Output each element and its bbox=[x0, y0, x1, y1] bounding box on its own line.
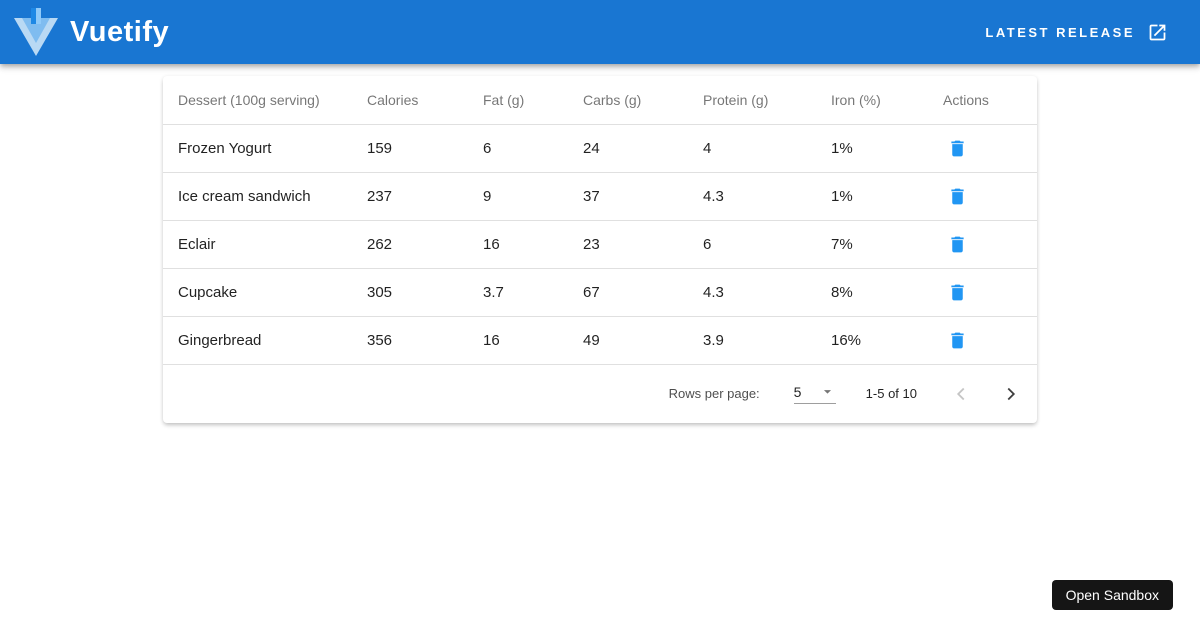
column-header: Actions bbox=[943, 76, 1037, 125]
rows-per-page-label: Rows per page: bbox=[668, 386, 760, 401]
iron-cell: 7% bbox=[831, 220, 943, 269]
column-header: Dessert (100g serving) bbox=[163, 76, 367, 125]
protein-cell: 6 bbox=[703, 220, 831, 269]
latest-release-button[interactable]: LATEST RELEASE bbox=[983, 14, 1170, 51]
delete-icon bbox=[950, 236, 964, 252]
delete-icon bbox=[950, 188, 964, 204]
app-bar: Vuetify LATEST RELEASE bbox=[0, 0, 1200, 64]
previous-page-button[interactable] bbox=[949, 382, 973, 406]
next-page-button[interactable] bbox=[999, 382, 1023, 406]
fat-cell: 16 bbox=[483, 316, 583, 365]
delete-icon bbox=[950, 332, 964, 348]
calories-cell: 356 bbox=[367, 316, 483, 365]
column-header: Calories bbox=[367, 76, 483, 125]
chevron-right-icon bbox=[1007, 387, 1016, 400]
calories-cell: 237 bbox=[367, 172, 483, 221]
iron-cell: 16% bbox=[831, 316, 943, 365]
data-table-card: Dessert (100g serving) Calories Fat (g) Car… bbox=[163, 76, 1037, 423]
iron-cell: 8% bbox=[831, 268, 943, 317]
dessert-name-cell: Frozen Yogurt bbox=[163, 124, 367, 173]
column-header: Carbs (g) bbox=[583, 76, 703, 125]
fat-cell: 9 bbox=[483, 172, 583, 221]
table-row: Cupcake 305 3.7 67 4.3 8% bbox=[163, 268, 1037, 317]
calories-cell: 262 bbox=[367, 220, 483, 269]
chevron-left-icon bbox=[956, 387, 965, 400]
actions-cell bbox=[943, 172, 1037, 221]
brand[interactable]: Vuetify bbox=[14, 8, 169, 56]
protein-cell: 4.3 bbox=[703, 172, 831, 221]
delete-icon bbox=[950, 140, 964, 156]
iron-cell: 1% bbox=[831, 124, 943, 173]
vuetify-logo bbox=[14, 8, 58, 56]
protein-cell: 4.3 bbox=[703, 268, 831, 317]
pagination-range: 1-5 of 10 bbox=[865, 386, 917, 401]
dessert-name-cell: Eclair bbox=[163, 220, 367, 269]
carbs-cell: 67 bbox=[583, 268, 703, 317]
table-body: Frozen Yogurt 159 6 24 4 1% Ice cream sa… bbox=[163, 124, 1037, 365]
delete-icon bbox=[950, 284, 964, 300]
table-row: Eclair 262 16 23 6 7% bbox=[163, 220, 1037, 269]
caret-down-icon bbox=[823, 390, 831, 394]
protein-cell: 4 bbox=[703, 124, 831, 173]
column-header: Iron (%) bbox=[831, 76, 943, 125]
calories-cell: 159 bbox=[367, 124, 483, 173]
carbs-cell: 37 bbox=[583, 172, 703, 221]
delete-button[interactable] bbox=[943, 178, 975, 214]
actions-cell bbox=[943, 268, 1037, 317]
actions-cell bbox=[943, 316, 1037, 365]
protein-cell: 3.9 bbox=[703, 316, 831, 365]
open-in-new-icon bbox=[1149, 24, 1166, 40]
carbs-cell: 24 bbox=[583, 124, 703, 173]
select-underline bbox=[793, 403, 836, 404]
dessert-name-cell: Cupcake bbox=[163, 268, 367, 317]
rows-per-page-select[interactable]: 5 bbox=[793, 383, 836, 404]
table-header-row: Dessert (100g serving) Calories Fat (g) Car… bbox=[163, 76, 1037, 125]
delete-button[interactable] bbox=[943, 226, 975, 262]
actions-cell bbox=[943, 124, 1037, 173]
delete-button[interactable] bbox=[943, 130, 975, 166]
actions-cell bbox=[943, 220, 1037, 269]
table-footer: Rows per page: 5 1-5 of 10 bbox=[163, 365, 1037, 423]
iron-cell: 1% bbox=[831, 172, 943, 221]
latest-release-label: LATEST RELEASE bbox=[985, 24, 1135, 40]
fat-cell: 16 bbox=[483, 220, 583, 269]
delete-button[interactable] bbox=[943, 274, 975, 310]
table-row: Gingerbread 356 16 49 3.9 16% bbox=[163, 316, 1037, 365]
open-sandbox-button[interactable]: Open Sandbox bbox=[1051, 580, 1173, 610]
table-row: Ice cream sandwich 237 9 37 4.3 1% bbox=[163, 172, 1037, 221]
dessert-name-cell: Gingerbread bbox=[163, 316, 367, 365]
brand-title: Vuetify bbox=[70, 15, 170, 48]
carbs-cell: 49 bbox=[583, 316, 703, 365]
column-header: Fat (g) bbox=[483, 76, 583, 125]
dessert-name-cell: Ice cream sandwich bbox=[163, 172, 367, 221]
rows-per-page-value: 5 bbox=[793, 383, 802, 400]
data-table: Dessert (100g serving) Calories Fat (g) Car… bbox=[163, 76, 1037, 365]
carbs-cell: 23 bbox=[583, 220, 703, 269]
fat-cell: 6 bbox=[483, 124, 583, 173]
column-header: Protein (g) bbox=[703, 76, 831, 125]
table-row: Frozen Yogurt 159 6 24 4 1% bbox=[163, 124, 1037, 173]
calories-cell: 305 bbox=[367, 268, 483, 317]
fat-cell: 3.7 bbox=[483, 268, 583, 317]
delete-button[interactable] bbox=[943, 322, 975, 358]
